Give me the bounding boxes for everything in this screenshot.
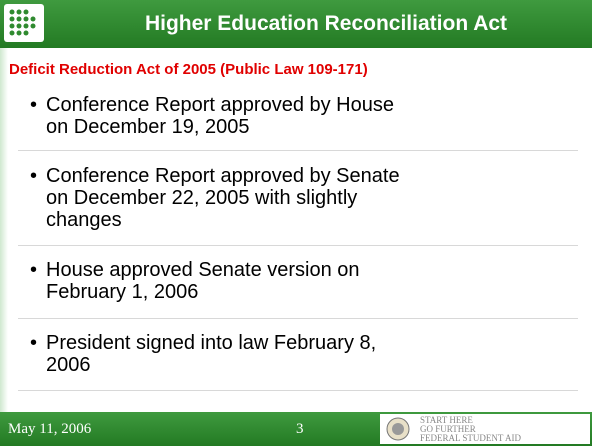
left-strip <box>0 48 8 412</box>
bullet-text: on December 22, 2005 with slightly <box>46 187 358 209</box>
bullet-dot: • <box>30 259 38 281</box>
slide-title: Higher Education Reconciliation Act <box>144 12 508 35</box>
header-bar <box>0 0 592 48</box>
page-number: 3 <box>296 421 304 437</box>
bullet-text: 2006 <box>46 354 91 376</box>
bullet-text: February 1, 2006 <box>46 281 199 303</box>
bullet-item: • President signed into law February 8, 20… <box>30 332 376 376</box>
bullet-dot: • <box>30 94 38 116</box>
bullet-item: • House approved Senate version on Februar… <box>30 259 360 303</box>
separator <box>18 150 578 151</box>
bullet-text: House approved Senate version on <box>46 259 360 281</box>
separator <box>18 390 578 391</box>
subtitle: Deficit Reduction Act of 2005 (Public La… <box>9 61 368 78</box>
logo-text: START HERE <box>420 415 473 425</box>
bullet-text: Conference Report approved by House <box>46 94 394 116</box>
bullet-text: President signed into law February 8, <box>46 332 377 354</box>
logo-text: FEDERAL STUDENT AID <box>420 433 521 443</box>
logo-text: GO FURTHER <box>420 424 476 434</box>
separator <box>18 245 578 246</box>
bullet-dot: • <box>30 332 38 354</box>
separator <box>18 318 578 319</box>
bullet-item: • Conference Report approved by Senate on … <box>30 165 400 231</box>
bullet-item: • Conference Report approved by House on D… <box>30 94 394 138</box>
footer-date: May 11, 2006 <box>8 421 92 437</box>
fsa-logo: START HERE GO FURTHER FEDERAL STUDENT AI… <box>380 414 590 444</box>
bullet-text: changes <box>46 209 122 231</box>
seal <box>386 417 410 441</box>
logo-icon <box>4 4 44 42</box>
bullet-text: Conference Report approved by Senate <box>46 165 400 187</box>
bullet-text: on December 19, 2005 <box>46 116 250 138</box>
bullet-dot: • <box>30 165 38 187</box>
